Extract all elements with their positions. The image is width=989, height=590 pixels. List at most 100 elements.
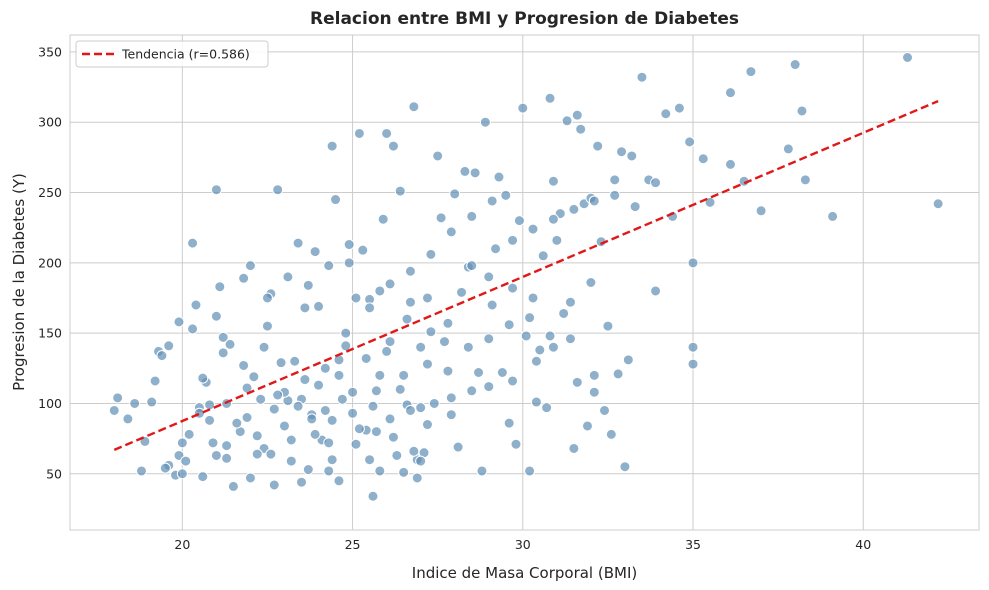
data-point	[421, 419, 433, 431]
data-point	[697, 153, 709, 165]
data-point	[421, 292, 433, 304]
data-point	[500, 189, 512, 201]
data-point	[319, 404, 331, 416]
data-point	[449, 188, 461, 200]
data-point	[435, 212, 447, 224]
data-point	[687, 341, 699, 353]
data-point	[599, 404, 611, 416]
data-point	[507, 375, 519, 387]
data-point	[527, 292, 539, 304]
data-point	[537, 250, 549, 262]
data-point	[527, 223, 539, 235]
data-point	[197, 372, 209, 384]
data-point	[384, 278, 396, 290]
data-point	[146, 396, 158, 408]
data-point	[404, 296, 416, 308]
data-point	[660, 108, 672, 120]
data-point	[333, 369, 345, 381]
data-point	[122, 413, 134, 425]
data-point	[650, 285, 662, 297]
data-point	[724, 87, 736, 99]
data-point	[507, 234, 519, 246]
data-point	[513, 215, 525, 227]
data-point	[207, 437, 219, 449]
data-point	[547, 175, 559, 187]
data-point	[187, 237, 199, 249]
data-point	[408, 445, 420, 457]
data-point	[796, 105, 808, 117]
data-point	[609, 174, 621, 186]
data-point	[268, 479, 280, 491]
data-point	[333, 475, 345, 487]
plot-frame	[69, 34, 980, 531]
data-point	[353, 127, 365, 139]
data-point	[616, 146, 628, 158]
data-point	[503, 319, 515, 331]
data-point	[799, 174, 811, 186]
data-point	[210, 310, 222, 322]
data-point	[425, 248, 437, 260]
data-point	[210, 184, 222, 196]
data-point	[561, 115, 573, 127]
data-point	[265, 448, 277, 460]
data-point	[530, 396, 542, 408]
data-point	[224, 338, 236, 350]
data-point	[204, 414, 216, 426]
data-point	[442, 365, 454, 377]
data-point	[496, 367, 508, 378]
data-point	[507, 282, 519, 294]
data-point	[112, 392, 124, 404]
data-point	[551, 234, 563, 246]
data-point	[238, 359, 250, 371]
data-point	[360, 352, 372, 364]
data-point	[135, 465, 147, 477]
y-tick-label: 200	[38, 255, 62, 270]
y-tick-label: 350	[38, 44, 62, 59]
x-tick-label: 40	[855, 537, 871, 552]
data-point	[364, 454, 376, 466]
data-point	[336, 393, 348, 405]
data-point	[408, 101, 420, 113]
data-point	[353, 423, 365, 435]
data-point	[609, 189, 621, 201]
data-point	[517, 102, 529, 114]
data-point	[258, 341, 270, 353]
data-point	[571, 109, 583, 121]
data-point	[272, 184, 284, 196]
data-point	[724, 158, 736, 170]
data-point	[415, 341, 427, 353]
data-point	[309, 428, 321, 440]
data-point	[445, 392, 457, 404]
data-point	[544, 330, 556, 342]
data-point	[330, 194, 342, 206]
y-tick-label: 300	[38, 115, 62, 130]
data-point	[292, 400, 304, 412]
data-point	[347, 407, 359, 419]
data-point	[588, 369, 600, 381]
data-point	[367, 490, 379, 502]
data-point	[367, 400, 379, 412]
data-point	[193, 407, 205, 419]
y-tick-label: 50	[46, 466, 62, 481]
data-point	[244, 260, 256, 272]
legend: Tendencia (r=0.586)	[75, 40, 269, 68]
data-point	[227, 480, 239, 492]
data-point	[217, 347, 229, 359]
y-tick-label: 100	[38, 396, 62, 411]
data-point	[187, 323, 199, 335]
data-point	[398, 369, 410, 381]
data-point	[340, 340, 352, 352]
data-point	[490, 243, 502, 255]
data-point	[626, 150, 638, 162]
data-point	[285, 455, 297, 467]
data-point	[394, 383, 406, 395]
data-point	[292, 237, 304, 249]
data-point	[210, 449, 222, 461]
data-point	[381, 345, 393, 357]
data-point	[636, 71, 648, 83]
data-point	[581, 420, 593, 432]
data-point	[272, 389, 284, 401]
data-point	[323, 437, 335, 449]
data-point	[902, 52, 914, 63]
